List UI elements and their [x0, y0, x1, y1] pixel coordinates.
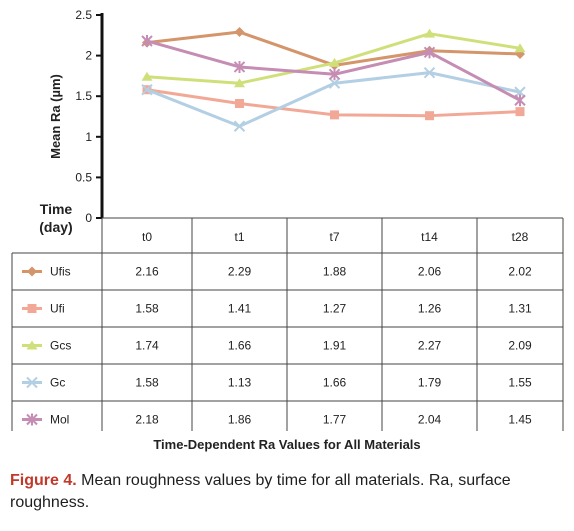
data-point-gcs [141, 71, 153, 81]
legend-label-ufis: Ufis [50, 265, 71, 279]
y-tick-label: 2.5 [75, 8, 92, 22]
x-category-label: t1 [234, 230, 244, 244]
data-point-gcs [234, 78, 245, 88]
data-table-value: 1.88 [323, 265, 347, 279]
data-table-value: 1.91 [323, 339, 347, 353]
data-point-gc [141, 83, 153, 96]
data-point-mol [233, 60, 246, 73]
data-point-ufis [234, 27, 245, 38]
legend-label-gcs: Gcs [50, 339, 71, 353]
x-category-label: t7 [329, 230, 339, 244]
data-table-value: 1.66 [228, 339, 252, 353]
data-table-value: 1.66 [323, 376, 347, 390]
legend-key-marker-gc [26, 376, 38, 389]
data-point-ufi [425, 111, 434, 121]
x-axis-title-line: (day) [39, 219, 72, 235]
chart-title: Time-Dependent Ra Values for All Materia… [153, 437, 421, 452]
x-category-label: t0 [142, 230, 152, 244]
data-point-ufi [330, 110, 339, 120]
data-point-mol [328, 68, 341, 81]
data-table-value: 1.55 [508, 376, 532, 390]
data-table-value: 2.04 [418, 413, 442, 427]
legend-key-marker-gcs [26, 340, 38, 350]
data-table-value: 1.77 [323, 413, 347, 427]
figure-caption-label: Figure 4. [10, 472, 77, 489]
data-table-value: 2.29 [228, 265, 252, 279]
legend-key-marker-ufis [27, 266, 37, 277]
data-point-gc [514, 86, 526, 98]
figure-caption: Figure 4. Mean roughness values by time … [10, 470, 566, 514]
data-table-value: 2.02 [508, 265, 532, 279]
data-point-mol [141, 34, 153, 47]
data-point-gc [233, 120, 246, 132]
data-table-value: 1.79 [418, 376, 442, 390]
legend-key-marker-ufi [27, 304, 37, 313]
data-point-mol [423, 46, 436, 59]
data-point-ufi [235, 99, 244, 109]
y-axis-title: Mean Ra (µm) [48, 74, 63, 159]
legend-label-mol: Mol [50, 413, 69, 427]
y-tick-label: 1.5 [75, 89, 92, 103]
data-table-value: 1.41 [228, 302, 252, 316]
data-table-value: 2.06 [418, 265, 442, 279]
data-table-value: 2.09 [508, 339, 532, 353]
data-point-gc [328, 77, 341, 89]
data-point-mol [514, 94, 526, 107]
data-point-gc [423, 66, 436, 79]
data-table-value: 1.26 [418, 302, 442, 316]
data-table-value: 1.74 [135, 339, 159, 353]
data-table-value: 2.27 [418, 339, 442, 353]
data-table-value: 1.58 [135, 376, 159, 390]
data-table-value: 1.27 [323, 302, 347, 316]
figure-caption-text: Mean roughness values by time for all ma… [10, 472, 511, 511]
legend-label-ufi: Ufi [50, 302, 65, 316]
line-chart: 0 0.5 1 1.5 2 2.5 Mean Ra (µm) Time (day) t0 t1 t7 t… [11, 8, 564, 431]
data-table-value: 1.31 [508, 302, 532, 316]
data-table-value: 2.18 [135, 413, 159, 427]
x-category-label: t14 [421, 230, 438, 244]
y-tick-label: 0 [85, 211, 92, 225]
x-axis-title-line: Time [40, 201, 73, 217]
data-table-value: 1.58 [135, 302, 159, 316]
data-table-value: 1.45 [508, 413, 532, 427]
data-point-gcs [329, 57, 340, 67]
x-category-label: t28 [512, 230, 529, 244]
data-table-value: 1.13 [228, 376, 252, 390]
y-tick-label: 2 [85, 49, 92, 63]
data-table-value: 2.16 [135, 265, 159, 279]
y-tick-label: 0.5 [75, 170, 92, 184]
legend-key-marker-mol [26, 413, 38, 426]
data-point-gcs [424, 28, 435, 38]
data-point-gcs [514, 43, 526, 53]
data-point-ufi [515, 107, 525, 117]
legend-label-gc: Gc [50, 376, 65, 390]
data-table-value: 1.86 [228, 413, 252, 427]
y-tick-label: 1 [85, 130, 92, 144]
